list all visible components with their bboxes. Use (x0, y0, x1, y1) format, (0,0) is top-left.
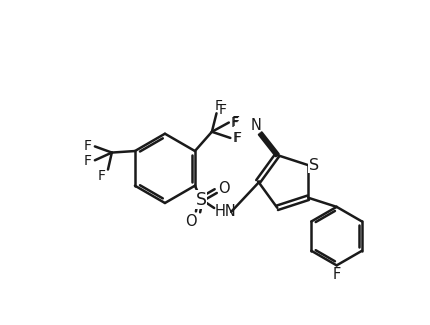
Text: F: F (84, 154, 92, 168)
Text: N: N (251, 118, 262, 133)
Text: F: F (233, 131, 241, 145)
Text: F: F (233, 131, 240, 145)
Text: F: F (84, 139, 92, 153)
Text: F: F (232, 115, 240, 129)
Text: F: F (332, 267, 341, 282)
Text: F: F (219, 103, 227, 117)
Text: F: F (98, 169, 106, 183)
Text: O: O (218, 181, 230, 196)
Text: S: S (196, 190, 206, 209)
Text: F: F (215, 99, 223, 113)
Text: O: O (185, 214, 197, 228)
Text: S: S (309, 158, 319, 173)
Text: HN: HN (215, 204, 237, 219)
Text: F: F (231, 116, 239, 130)
